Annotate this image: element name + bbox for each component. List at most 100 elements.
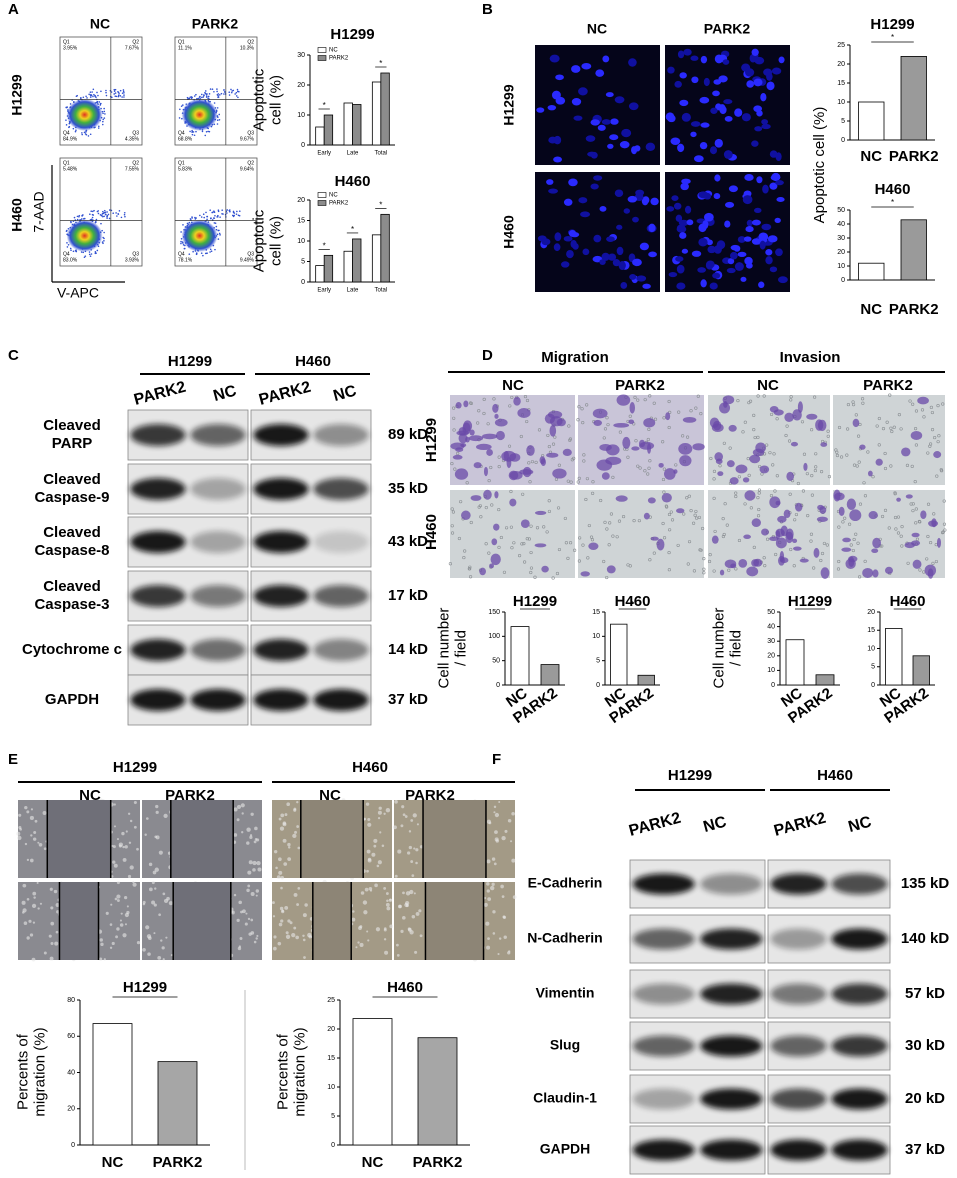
pore: [788, 492, 792, 496]
nucleus: [606, 236, 615, 242]
cell: [494, 413, 499, 419]
nucleus: [636, 275, 647, 282]
y-tick-label: 40: [767, 623, 775, 630]
cell: [133, 825, 137, 829]
event-dot: [208, 130, 211, 133]
pore: [468, 575, 473, 579]
cell: [793, 546, 802, 551]
cell: [490, 553, 501, 566]
chart-title: H1299: [123, 979, 167, 996]
cell: [280, 919, 284, 923]
pore: [900, 544, 904, 548]
pore: [768, 451, 772, 455]
cell: [32, 837, 37, 841]
pore: [837, 525, 841, 529]
y-tick-label: 0: [596, 682, 600, 689]
pore: [813, 468, 817, 473]
pore: [822, 541, 826, 546]
pore: [914, 521, 918, 525]
event-dot: [105, 89, 107, 92]
label: PARK2: [192, 16, 239, 32]
chart-title: H460: [615, 593, 651, 610]
cell: [109, 946, 113, 949]
cell: [859, 444, 866, 450]
event-dot: [213, 217, 216, 219]
cell: [416, 823, 419, 826]
pore: [667, 399, 671, 404]
cell: [418, 909, 422, 913]
pore: [702, 567, 706, 571]
cell: [507, 818, 512, 823]
event-dot: [97, 94, 99, 97]
cell: [408, 845, 413, 850]
quadrant-percent: 5.83%: [178, 166, 193, 172]
cell: [124, 923, 128, 926]
cell: [154, 867, 159, 872]
protein-label: Caspase-3: [34, 596, 109, 613]
nucleus: [775, 248, 783, 257]
cell: [719, 402, 731, 414]
event-dot: [100, 90, 102, 93]
cell: [368, 886, 373, 891]
x-tick-label: Late: [347, 151, 359, 157]
cell: [56, 910, 60, 914]
pore: [810, 493, 815, 497]
cell: [682, 416, 697, 423]
quadrant-percent: 9.67%: [240, 136, 255, 142]
nucleus: [578, 87, 588, 96]
pore: [813, 395, 817, 399]
nucleus: [650, 197, 659, 206]
event-dot: [226, 209, 229, 211]
pore: [728, 446, 732, 450]
event-dot: [218, 118, 221, 121]
pore: [520, 542, 524, 546]
band: [770, 928, 827, 950]
cell: [790, 441, 799, 447]
nucleus: [601, 252, 610, 261]
y-tick-label: 0: [71, 1142, 75, 1149]
cell: [901, 447, 911, 457]
legend-swatch: [317, 192, 327, 198]
y-tick-label: 15: [327, 1055, 335, 1062]
pore: [484, 505, 488, 510]
label: H1299: [423, 418, 440, 462]
pore: [674, 463, 678, 467]
y-axis-label: Percents of: [14, 1033, 31, 1110]
size-label: 89 kD: [388, 426, 428, 443]
pore: [687, 540, 692, 544]
cell: [28, 919, 32, 923]
cell: [606, 444, 620, 456]
quadrant-percent: 10.3%: [240, 45, 255, 51]
event-dot: [123, 94, 125, 96]
nucleus: [547, 104, 557, 111]
cell: [905, 494, 913, 499]
pore: [662, 467, 666, 471]
pore: [637, 519, 641, 523]
band: [190, 639, 246, 661]
cell: [601, 472, 610, 480]
event-dot: [209, 209, 211, 211]
x-tick-label: PARK2: [413, 1154, 463, 1171]
bar: [380, 72, 390, 146]
pore: [713, 529, 717, 534]
cell: [588, 542, 599, 550]
band: [313, 639, 369, 661]
bar: [540, 664, 560, 686]
band: [700, 983, 763, 1005]
pore: [638, 466, 642, 470]
quadrant-name: Q1: [178, 160, 185, 166]
event-dot: [102, 212, 105, 215]
cell: [455, 402, 462, 409]
nucleus: [614, 96, 625, 104]
cell: [729, 477, 739, 485]
pore: [769, 494, 774, 498]
cell: [153, 903, 157, 907]
nucleus: [698, 191, 709, 199]
band: [313, 531, 369, 553]
pore: [708, 553, 712, 557]
band: [130, 424, 186, 446]
pore: [939, 468, 943, 472]
nucleus: [771, 67, 782, 75]
y-tick-label: 50: [492, 658, 500, 665]
cell: [374, 883, 378, 888]
